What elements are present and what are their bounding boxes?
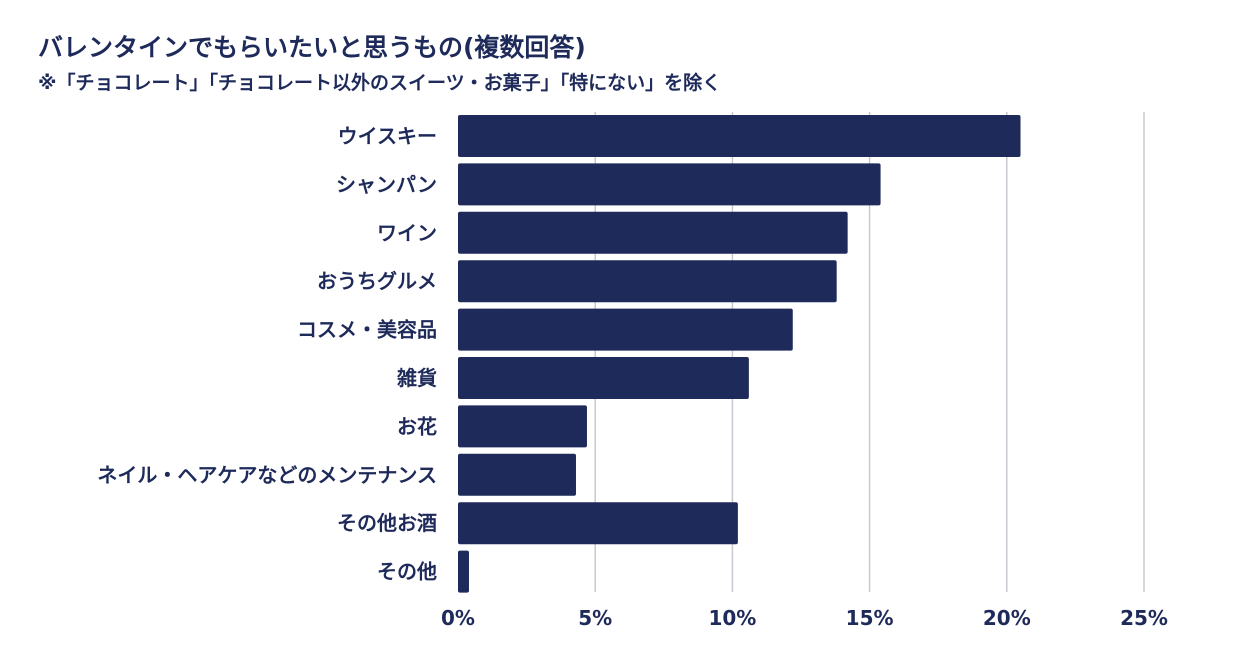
category-label: ネイル・ヘアケアなどのメンテナンス	[97, 463, 437, 487]
bar-3	[458, 260, 837, 303]
x-tick-label: 15%	[846, 606, 894, 630]
x-tick-label: 20%	[983, 606, 1031, 630]
category-label: コスメ・美容品	[297, 318, 437, 342]
bar-9	[458, 550, 469, 593]
bar-7	[458, 453, 576, 496]
category-label: 雑貨	[396, 366, 437, 390]
chart-subtitle: ※「チョコレート」「チョコレート以外のスイーツ・お菓子」「特にない」を除く	[38, 72, 722, 94]
category-label: おうちグルメ	[317, 269, 437, 293]
bar-0	[458, 115, 1021, 157]
bar-1	[458, 163, 881, 206]
bar-8	[458, 502, 738, 545]
category-label: ウイスキー	[338, 124, 437, 148]
category-label: その他お酒	[337, 511, 437, 535]
bar-6	[458, 405, 587, 448]
category-label: ワイン	[377, 221, 437, 245]
x-tick-label: 10%	[708, 606, 756, 630]
chart-title: バレンタインでもらいたいと思うもの(複数回答)	[38, 33, 586, 62]
bar-4	[458, 308, 793, 351]
category-label: その他	[377, 560, 437, 584]
bar-5	[458, 357, 749, 399]
category-label: シャンパン	[336, 172, 437, 196]
x-tick-label: 25%	[1120, 606, 1168, 630]
category-label: お花	[397, 414, 437, 438]
x-tick-label: 0%	[441, 606, 475, 630]
x-tick-label: 5%	[578, 606, 612, 630]
bar-2	[458, 211, 848, 254]
